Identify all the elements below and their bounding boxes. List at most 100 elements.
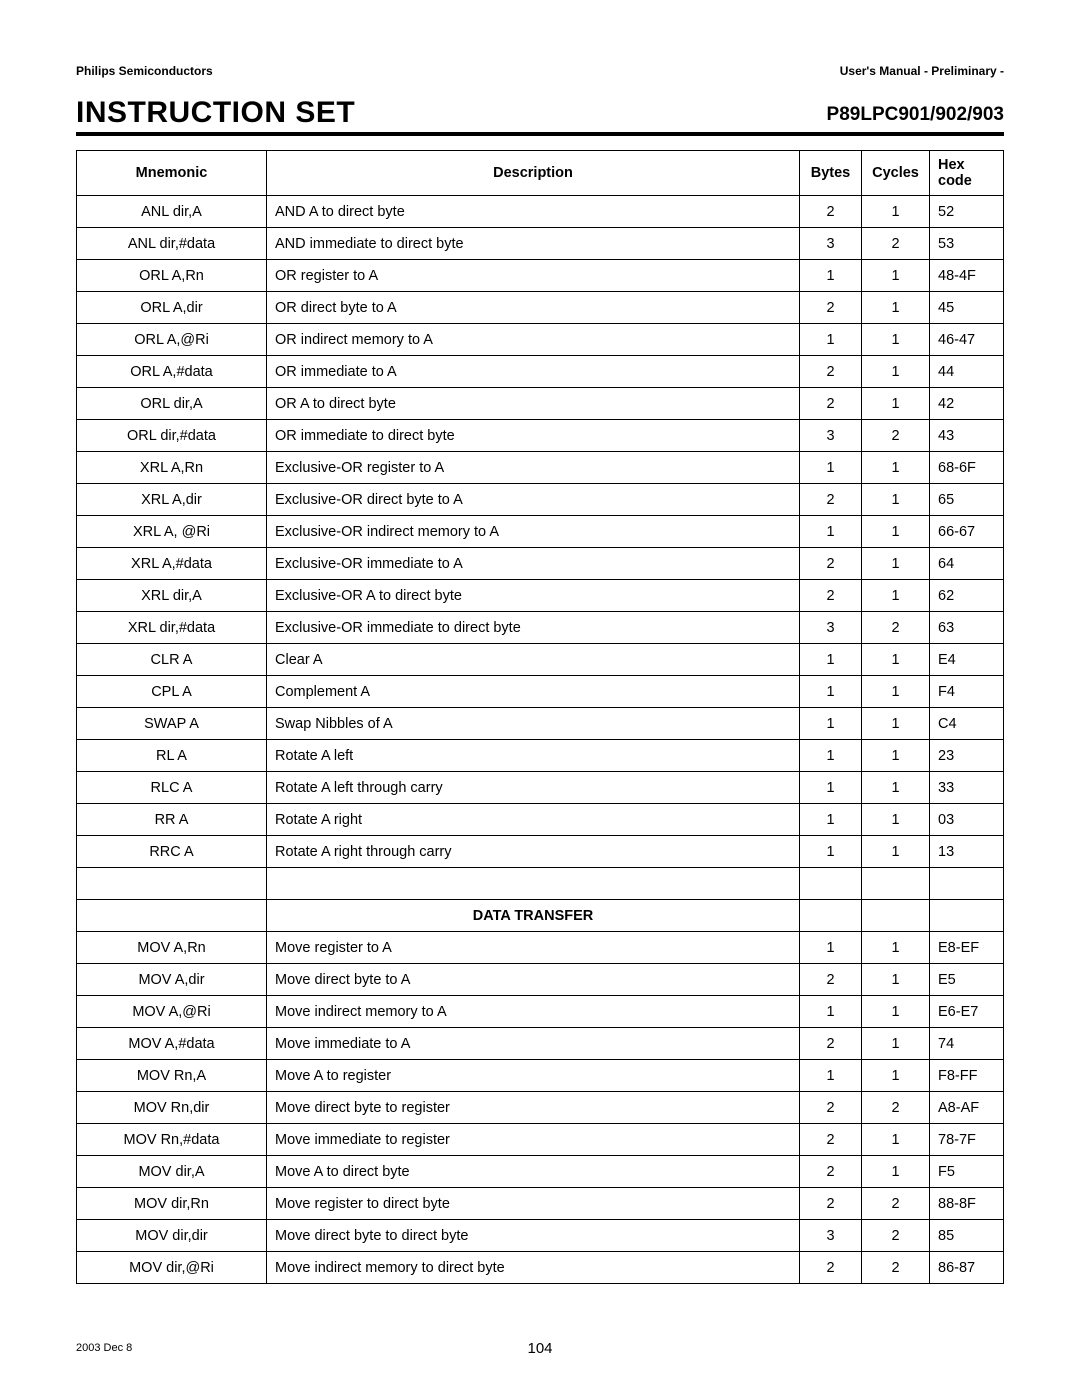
cell-mnemonic: MOV dir,dir bbox=[77, 1220, 267, 1252]
cell-description: Exclusive-OR immediate to direct byte bbox=[267, 612, 800, 644]
cell-mnemonic: RLC A bbox=[77, 772, 267, 804]
empty-cell bbox=[930, 868, 1004, 900]
cell-description: Move immediate to A bbox=[267, 1028, 800, 1060]
cell-bytes: 2 bbox=[800, 1092, 862, 1124]
cell-description: Rotate A right bbox=[267, 804, 800, 836]
cell-hex: 66-67 bbox=[930, 516, 1004, 548]
cell-hex: 74 bbox=[930, 1028, 1004, 1060]
cell-cycles: 1 bbox=[862, 516, 930, 548]
empty-cell bbox=[800, 900, 862, 932]
cell-cycles: 1 bbox=[862, 356, 930, 388]
empty-cell bbox=[862, 868, 930, 900]
cell-mnemonic: XRL A, @Ri bbox=[77, 516, 267, 548]
cell-hex: 44 bbox=[930, 356, 1004, 388]
cell-bytes: 1 bbox=[800, 516, 862, 548]
cell-description: Exclusive-OR immediate to A bbox=[267, 548, 800, 580]
table-row: XRL A,dirExclusive-OR direct byte to A21… bbox=[77, 484, 1004, 516]
cell-description: Move A to register bbox=[267, 1060, 800, 1092]
cell-hex: 63 bbox=[930, 612, 1004, 644]
cell-cycles: 2 bbox=[862, 420, 930, 452]
cell-cycles: 1 bbox=[862, 388, 930, 420]
col-description: Description bbox=[267, 151, 800, 196]
col-cycles: Cycles bbox=[862, 151, 930, 196]
table-row: CLR AClear A11E4 bbox=[77, 644, 1004, 676]
doc-label: User's Manual - Preliminary - bbox=[840, 64, 1004, 78]
cell-cycles: 1 bbox=[862, 676, 930, 708]
table-body: ANL dir,AAND A to direct byte2152ANL dir… bbox=[77, 196, 1004, 1284]
cell-hex: 64 bbox=[930, 548, 1004, 580]
cell-mnemonic: RRC A bbox=[77, 836, 267, 868]
cell-description: Exclusive-OR indirect memory to A bbox=[267, 516, 800, 548]
cell-mnemonic: ORL dir,#data bbox=[77, 420, 267, 452]
table-row: ORL A,@RiOR indirect memory to A1146-47 bbox=[77, 324, 1004, 356]
cell-hex: 62 bbox=[930, 580, 1004, 612]
cell-bytes: 2 bbox=[800, 388, 862, 420]
cell-hex: 48-4F bbox=[930, 260, 1004, 292]
cell-cycles: 1 bbox=[862, 484, 930, 516]
cell-bytes: 2 bbox=[800, 580, 862, 612]
cell-mnemonic: MOV Rn,A bbox=[77, 1060, 267, 1092]
cell-bytes: 2 bbox=[800, 1156, 862, 1188]
cell-mnemonic: MOV A,@Ri bbox=[77, 996, 267, 1028]
col-bytes: Bytes bbox=[800, 151, 862, 196]
cell-cycles: 2 bbox=[862, 228, 930, 260]
cell-mnemonic: MOV dir,@Ri bbox=[77, 1252, 267, 1284]
cell-mnemonic: RR A bbox=[77, 804, 267, 836]
cell-description: Move register to direct byte bbox=[267, 1188, 800, 1220]
cell-description: AND A to direct byte bbox=[267, 196, 800, 228]
cell-bytes: 2 bbox=[800, 548, 862, 580]
cell-description: OR A to direct byte bbox=[267, 388, 800, 420]
table-header-row: Mnemonic Description Bytes Cycles Hex co… bbox=[77, 151, 1004, 196]
table-row: ANL dir,AAND A to direct byte2152 bbox=[77, 196, 1004, 228]
cell-cycles: 1 bbox=[862, 772, 930, 804]
cell-mnemonic: XRL A,Rn bbox=[77, 452, 267, 484]
table-row: ORL dir,#dataOR immediate to direct byte… bbox=[77, 420, 1004, 452]
table-row: ANL dir,#dataAND immediate to direct byt… bbox=[77, 228, 1004, 260]
page: Philips Semiconductors User's Manual - P… bbox=[0, 0, 1080, 1397]
table-row: MOV dir,@RiMove indirect memory to direc… bbox=[77, 1252, 1004, 1284]
table-row: MOV A,@RiMove indirect memory to A11E6-E… bbox=[77, 996, 1004, 1028]
cell-mnemonic: XRL A,#data bbox=[77, 548, 267, 580]
table-row: MOV Rn,AMove A to register11F8-FF bbox=[77, 1060, 1004, 1092]
cell-mnemonic: MOV A,Rn bbox=[77, 932, 267, 964]
cell-hex: E8-EF bbox=[930, 932, 1004, 964]
cell-cycles: 1 bbox=[862, 804, 930, 836]
cell-cycles: 1 bbox=[862, 1060, 930, 1092]
col-hex: Hex code bbox=[930, 151, 1004, 196]
cell-description: Move immediate to register bbox=[267, 1124, 800, 1156]
table-row: XRL A, @RiExclusive-OR indirect memory t… bbox=[77, 516, 1004, 548]
footer-spacer bbox=[1001, 1341, 1004, 1355]
cell-bytes: 1 bbox=[800, 644, 862, 676]
cell-description: OR indirect memory to A bbox=[267, 324, 800, 356]
cell-hex: E4 bbox=[930, 644, 1004, 676]
cell-mnemonic: ANL dir,#data bbox=[77, 228, 267, 260]
cell-cycles: 1 bbox=[862, 740, 930, 772]
cell-bytes: 1 bbox=[800, 708, 862, 740]
cell-bytes: 1 bbox=[800, 996, 862, 1028]
cell-mnemonic: MOV Rn,#data bbox=[77, 1124, 267, 1156]
table-row: XRL A,#dataExclusive-OR immediate to A21… bbox=[77, 548, 1004, 580]
empty-cell bbox=[77, 868, 267, 900]
cell-cycles: 2 bbox=[862, 612, 930, 644]
cell-description: Rotate A left bbox=[267, 740, 800, 772]
table-row: MOV A,RnMove register to A11E8-EF bbox=[77, 932, 1004, 964]
cell-hex: 68-6F bbox=[930, 452, 1004, 484]
cell-description: Complement A bbox=[267, 676, 800, 708]
cell-hex: 53 bbox=[930, 228, 1004, 260]
cell-description: Rotate A left through carry bbox=[267, 772, 800, 804]
cell-cycles: 1 bbox=[862, 932, 930, 964]
cell-cycles: 1 bbox=[862, 996, 930, 1028]
table-row: SWAP ASwap Nibbles of A11C4 bbox=[77, 708, 1004, 740]
cell-cycles: 2 bbox=[862, 1220, 930, 1252]
cell-hex: E5 bbox=[930, 964, 1004, 996]
table-row: MOV dir,RnMove register to direct byte22… bbox=[77, 1188, 1004, 1220]
cell-bytes: 3 bbox=[800, 228, 862, 260]
cell-cycles: 1 bbox=[862, 836, 930, 868]
cell-bytes: 1 bbox=[800, 804, 862, 836]
company-name: Philips Semiconductors bbox=[76, 64, 213, 78]
cell-bytes: 1 bbox=[800, 836, 862, 868]
cell-bytes: 2 bbox=[800, 1252, 862, 1284]
cell-cycles: 1 bbox=[862, 1156, 930, 1188]
table-row: ORL dir,AOR A to direct byte2142 bbox=[77, 388, 1004, 420]
cell-bytes: 3 bbox=[800, 612, 862, 644]
